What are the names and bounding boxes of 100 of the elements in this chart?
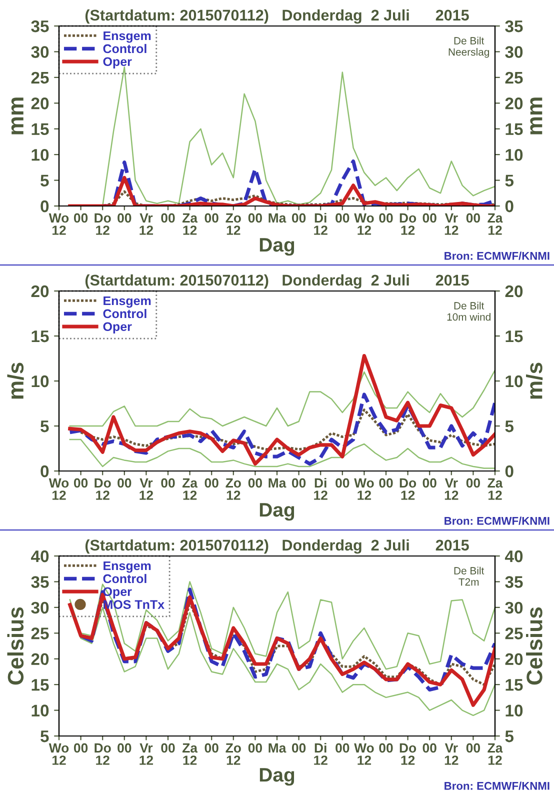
x-tick-label: 00	[248, 743, 262, 753]
chart-title: (Startdatum: 2015070112) Donderdag 2 Juli 2015	[85, 539, 469, 554]
x-tick-label: Za 12	[182, 478, 198, 500]
y2-tick-label: 5	[505, 730, 514, 742]
y2-tick-label: 10	[506, 704, 523, 716]
y2-tick-label: 10	[506, 148, 523, 161]
y-tick-label: 25	[31, 72, 49, 84]
x-tick-label: Ma	[268, 213, 286, 223]
x-tick-label: Wo 12	[354, 743, 374, 765]
x-axis-title: Dag	[260, 768, 294, 786]
y2-tick-label: 20	[505, 98, 523, 110]
x-tick-label: 00	[422, 213, 436, 223]
x-tick-label: Zo 12	[226, 213, 241, 235]
y-tick-label: 15	[32, 679, 49, 691]
y-axis-title: mm	[11, 98, 24, 134]
x-tick-label: Vr 12	[444, 743, 458, 765]
y-tick-label: 15	[32, 123, 49, 136]
legend-label: Oper	[103, 322, 132, 334]
legend-label: Ensgem	[104, 561, 151, 573]
y-tick-label: 10	[32, 148, 49, 161]
y-tick-label: 30	[31, 602, 49, 614]
x-tick-label: Vr 12	[444, 213, 458, 235]
x-tick-label: 00	[161, 478, 175, 488]
y2-tick-label: 10	[506, 375, 523, 388]
y2-tick-label: 35	[505, 20, 523, 32]
x-tick-label: 00	[336, 743, 350, 753]
y2-tick-label: 25	[505, 628, 523, 640]
x-tick-label: 00	[161, 743, 175, 753]
y-tick-label: 25	[31, 628, 49, 640]
y2-tick-label: 35	[505, 576, 523, 588]
y2-axis-title: mm	[530, 98, 542, 134]
x-tick-label: 00	[466, 213, 480, 223]
x-tick-label: Wo 12	[48, 213, 69, 235]
y2-tick-label: 40	[504, 550, 523, 562]
y2-tick-label: 30	[505, 46, 523, 58]
x-tick-label: Vr 12	[140, 743, 154, 765]
x-tick-label: Di 12	[314, 742, 328, 765]
x-tick-label: 00	[248, 478, 262, 488]
y-tick-label: 10	[32, 704, 49, 716]
y2-axis-title: Celsius	[526, 607, 542, 685]
x-tick-label: 00	[74, 478, 88, 488]
x-tick-label: Za 12	[488, 213, 503, 235]
x-tick-label: 00	[204, 743, 218, 753]
x-tick-label: Di 12	[314, 478, 328, 500]
y-tick-label: 20	[31, 285, 49, 298]
text: Bron: ECMWF/KNMI	[444, 782, 550, 790]
y-tick-label: 40	[30, 550, 49, 562]
x-tick-label: 00	[292, 478, 306, 488]
legend-label: Ensgem	[104, 31, 151, 43]
y-axis-title: Celsius	[7, 607, 24, 685]
x-tick-label: Za 12	[182, 743, 198, 765]
x-tick-label: Di 12	[314, 212, 328, 235]
x-tick-label: Do 12	[400, 478, 416, 500]
x-axis-title: Dag	[260, 503, 294, 521]
y2-tick-label: 30	[505, 602, 523, 614]
text: Bron: ECMWF/KNMI	[444, 252, 550, 260]
x-tick-label: Do 12	[94, 743, 111, 765]
legend-label: Control	[103, 574, 146, 584]
x-tick-label: Do 12	[400, 213, 416, 235]
x-tick-label: 00	[466, 743, 480, 753]
y-tick-label: 10	[32, 375, 49, 388]
y2-tick-label: 20	[505, 285, 523, 298]
x-tick-label: Wo 12	[354, 478, 374, 500]
x-tick-label: Za 12	[182, 213, 198, 235]
legend-label: Ensgem	[104, 296, 151, 308]
x-tick-label: 00	[379, 213, 393, 223]
x-tick-label: 00	[74, 743, 88, 753]
x-tick-label: Wo 12	[354, 213, 374, 235]
x-tick-label: 00	[74, 213, 88, 223]
x-tick-label: Vr 12	[444, 478, 458, 500]
y-tick-label: 5	[40, 420, 49, 432]
y-tick-label: 5	[40, 730, 49, 742]
x-tick-label: 00	[379, 478, 393, 488]
y-tick-label: 0	[40, 465, 49, 478]
y-tick-label: 35	[31, 576, 49, 588]
y-axis-title: m/s	[7, 362, 24, 399]
y2-tick-label: 20	[505, 653, 523, 666]
x-tick-label: Vr 12	[140, 213, 154, 235]
y2-tick-label: 0	[505, 200, 514, 212]
y2-tick-label: 15	[506, 679, 523, 691]
x-tick-label: 00	[118, 743, 132, 753]
x-axis-title: Dag	[260, 238, 294, 256]
x-tick-label: Ma	[268, 478, 286, 488]
legend-label: Control	[103, 308, 146, 318]
chart-title: (Startdatum: 2015070112) Donderdag 2 Juli 2015	[85, 9, 469, 24]
y-tick-label: 30	[31, 46, 49, 58]
text: Bron: ECMWF/KNMI	[444, 516, 550, 525]
y2-tick-label: 5	[505, 174, 514, 186]
y-tick-label: 15	[32, 330, 49, 342]
y-tick-label: 20	[31, 98, 49, 110]
x-tick-label: Vr 12	[140, 478, 154, 500]
y-tick-label: 5	[40, 174, 49, 186]
x-tick-label: 00	[118, 213, 132, 223]
x-tick-label: Zo 12	[226, 478, 241, 500]
x-tick-label: 00	[422, 743, 436, 753]
legend-label: Control	[103, 44, 146, 54]
y2-axis-title: m/s	[526, 362, 543, 399]
y2-tick-label: 15	[506, 123, 523, 136]
legend-label: Oper	[103, 57, 132, 69]
x-tick-label: 00	[422, 478, 436, 488]
